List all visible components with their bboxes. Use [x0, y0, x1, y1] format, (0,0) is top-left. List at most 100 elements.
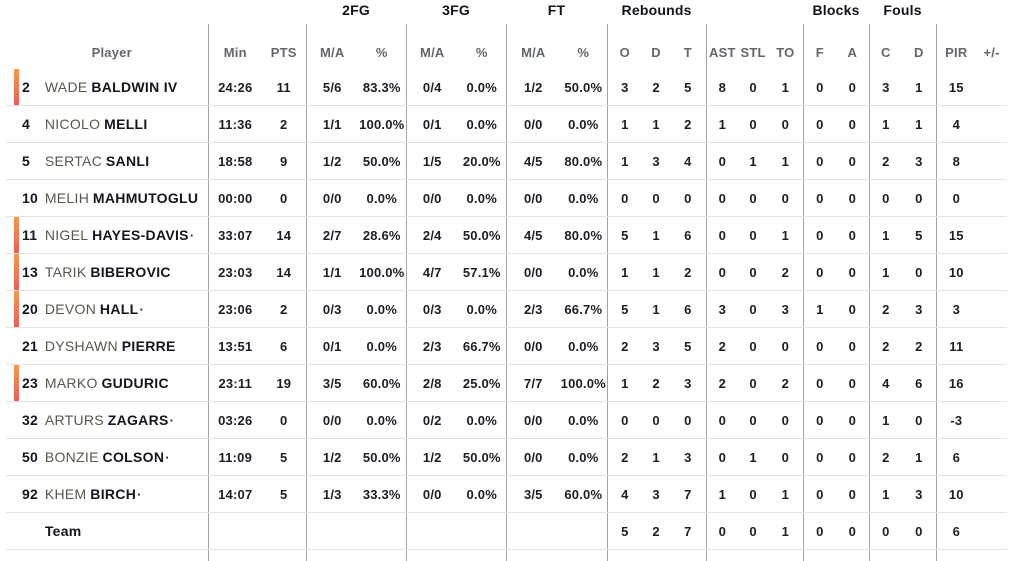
player-cell[interactable]: 10 MELIH MAHMUTOGLU [6, 179, 208, 217]
player-cell[interactable]: 11 NIGEL HAYES-DAVIS· [6, 216, 208, 254]
player-cell[interactable]: 2 WADE BALDWIN IV [6, 69, 208, 106]
stat-blk-a: 0 [836, 364, 870, 402]
stat-foul-c: 0 [868, 179, 903, 217]
stat-3fg-pct: 0.0% [458, 475, 507, 513]
stat-reb-d: 0 [642, 179, 671, 217]
stat-ast: 1 [705, 475, 739, 513]
stat-to: 1 [768, 475, 804, 513]
stat-ft-pct: 0.0% [560, 327, 608, 365]
stat-ast: 2 [705, 327, 739, 365]
stat-reb-o: 2 [606, 327, 643, 365]
player-last-name: GUDURIC [101, 375, 169, 391]
stat-foul-c: 2 [868, 142, 903, 180]
stat-reb-d: 3 [642, 142, 671, 180]
stat-foul-d: 5 [902, 216, 937, 254]
stat-stl: 0 [738, 253, 769, 291]
group-header-blocks: Blocks [812, 2, 860, 18]
group-header-spacer [936, 0, 1007, 24]
player-number: 50 [22, 449, 38, 465]
player-cell[interactable]: 5 SERTAC SANLI [6, 142, 208, 180]
player-cell[interactable]: 23 MARKO GUDURIC [6, 364, 208, 402]
stat-blk-f: 0 [802, 438, 837, 476]
stat-stl: 1 [738, 438, 769, 476]
stat-2fg-ma: 1/2 [305, 438, 358, 476]
stat-pts: 14 [262, 216, 306, 254]
player-cell: Total [6, 549, 208, 561]
stat-to: 0 [768, 327, 804, 365]
stat-foul-c: 2 [868, 290, 903, 328]
player-last-name: ZAGARS [107, 412, 169, 428]
stat-plusminus [976, 216, 1008, 254]
player-row: 4 NICOLO MELLI 11:36 2 1/1 100.0% 0/1 0.… [6, 105, 1008, 143]
player-last-name: MAHMUTOGLU [92, 190, 199, 206]
player-cell[interactable]: 20 DEVON HALL· [6, 290, 208, 328]
stat-foul-d: 2 [902, 327, 937, 365]
player-cell[interactable]: 13 TARIK BIBEROVIC [6, 253, 208, 291]
stat-pir: 11 [935, 327, 977, 365]
player-marker: · [165, 450, 170, 465]
stat-pir: -3 [935, 401, 977, 439]
stat-ast: 8 [705, 69, 739, 106]
stat-blk-a: 0 [836, 142, 870, 180]
player-last-name: HALL [99, 301, 139, 317]
box-score-body: 2 WADE BALDWIN IV 24:26 11 5/6 83.3% 0/4… [6, 69, 1008, 561]
group-header-rebounds: Rebounds [621, 2, 692, 18]
stat-reb-t: 3 [670, 438, 707, 476]
stat-3fg-ma: 2/3 [405, 327, 459, 365]
player-row: 2 WADE BALDWIN IV 24:26 11 5/6 83.3% 0/4… [6, 69, 1008, 106]
column-header-row: Player Min PTS M/A % M/A % M/A % O D T A… [6, 24, 1007, 69]
stat-foul-d: 0 [902, 253, 937, 291]
player-marker: · [137, 487, 142, 502]
stat-pir: 15 [935, 69, 977, 106]
group-header-spacer [6, 0, 306, 24]
player-cell[interactable]: 4 NICOLO MELLI [6, 105, 208, 143]
stat-2fg-pct: 60.0% [358, 364, 407, 402]
group-header-3fg: 3FG [442, 2, 470, 18]
stat-stl: 0 [738, 290, 769, 328]
stat-blk-a: 0 [836, 512, 870, 550]
stat-plusminus [976, 401, 1008, 439]
player-first-name: WADE [44, 79, 88, 95]
stat-blk-a: 0 [836, 401, 870, 439]
stat-reb-d: 2 [642, 69, 671, 106]
stat-3fg-ma: 0/2 [405, 401, 459, 439]
stat-3fg-ma: 0/4 [405, 69, 459, 106]
stat-min: 18:58 [207, 142, 262, 180]
stat-2fg-ma: 1/2 [305, 142, 358, 180]
stat-3fg-pct: 50.0% [458, 438, 507, 476]
player-number: 11 [22, 227, 38, 243]
stat-3fg-pct [458, 512, 507, 550]
stat-blk-a: 0 [836, 179, 870, 217]
stat-reb-t: 3 [670, 364, 707, 402]
player-number: 20 [22, 301, 38, 317]
stat-plusminus [976, 475, 1008, 513]
stat-3fg-ma [405, 512, 459, 550]
stat-reb-o: 5 [606, 290, 643, 328]
stat-foul-c: 1 [868, 475, 903, 513]
col-header-3fg-pct: % [475, 45, 488, 60]
stat-to: 2 [768, 253, 804, 291]
stat-pts: 19 [262, 364, 306, 402]
player-first-name: DEVON [44, 301, 97, 317]
stat-blk-f: 0 [802, 364, 837, 402]
stat-2fg-pct: 33.3% [358, 475, 407, 513]
stat-pir: 10 [935, 253, 977, 291]
stat-2fg-ma: 0/3 [305, 290, 358, 328]
player-first-name: NIGEL [44, 227, 89, 243]
stat-ft-ma: 2/3 [505, 290, 561, 328]
player-last-name: SANLI [105, 153, 150, 169]
stat-ast: 0 [705, 253, 739, 291]
player-cell: Team [6, 512, 208, 550]
stat-blk-a: 0 [836, 438, 870, 476]
stat-3fg-ma: 0/0 [405, 179, 459, 217]
stat-3fg-ma: 4/7 [405, 253, 459, 291]
stat-foul-d: 3 [902, 475, 937, 513]
player-number: 5 [22, 153, 30, 169]
player-cell[interactable]: 32 ARTURS ZAGARS· [6, 401, 208, 439]
stat-blk-f: 0 [802, 512, 837, 550]
stat-pts: 6 [262, 327, 306, 365]
player-cell[interactable]: 21 DYSHAWN PIERRE [6, 327, 208, 365]
player-cell[interactable]: 50 BONZIE COLSON· [6, 438, 208, 476]
player-cell[interactable]: 92 KHEM BIRCH· [6, 475, 208, 513]
